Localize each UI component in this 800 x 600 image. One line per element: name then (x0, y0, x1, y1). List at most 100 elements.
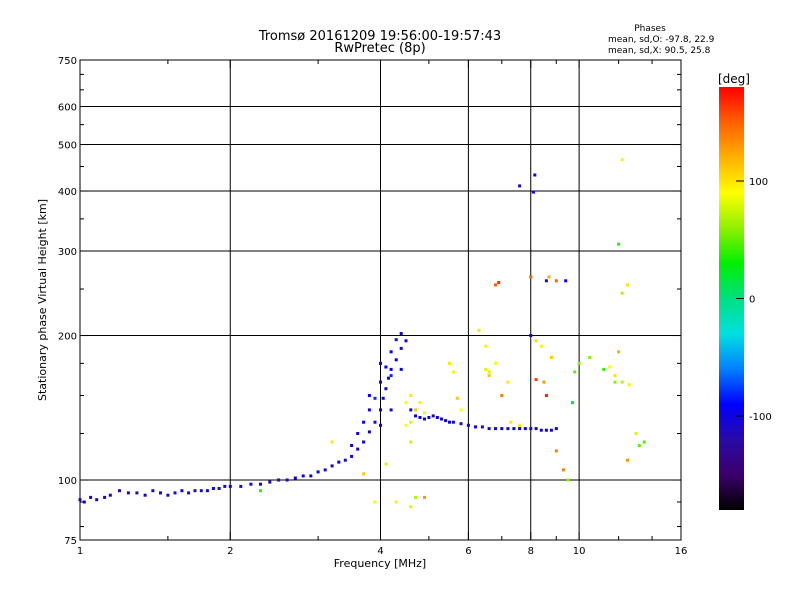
data-point (534, 378, 538, 381)
data-point (199, 489, 203, 493)
data-point (239, 484, 243, 488)
data-point (466, 423, 470, 427)
data-point (404, 401, 408, 405)
colorbar-tick-label: 0 (749, 295, 755, 306)
y-tick-label: 750 (58, 56, 77, 67)
data-point (78, 498, 82, 502)
data-point (217, 487, 221, 490)
data-point (409, 394, 413, 397)
data-point (427, 416, 431, 419)
data-point (518, 423, 522, 427)
stats-x-mode: mean, sd,X: 90.5, 25.8 (608, 46, 711, 56)
data-point (223, 484, 227, 488)
data-point (409, 505, 413, 509)
colorbar-tick-label: 100 (749, 177, 768, 188)
data-point (404, 423, 408, 427)
data-point (285, 478, 289, 482)
data-point (384, 462, 388, 466)
data-point (455, 396, 459, 400)
data-point (617, 242, 621, 246)
data-point (642, 440, 646, 444)
data-point (159, 491, 162, 495)
data-point (118, 489, 121, 493)
data-point (180, 489, 184, 493)
data-point (414, 408, 417, 412)
data-point (607, 365, 611, 369)
data-point (387, 376, 390, 380)
data-point (399, 346, 403, 350)
data-point (414, 495, 417, 499)
data-point (384, 387, 388, 391)
data-point (249, 482, 253, 486)
data-point (379, 408, 382, 412)
data-point (187, 491, 191, 495)
data-point (620, 291, 624, 295)
data-point (480, 425, 484, 429)
y-tick-labels: 75 100 200 300 400 500 600 750 (58, 56, 77, 547)
data-point (500, 394, 504, 397)
data-point (259, 482, 262, 486)
data-point (531, 190, 535, 194)
y-tick-label: 200 (58, 332, 77, 343)
data-point (494, 427, 497, 431)
y-tick-label: 300 (58, 247, 77, 258)
data-point (512, 427, 516, 431)
data-point (350, 444, 354, 447)
data-point (423, 417, 426, 421)
data-point (166, 493, 170, 497)
data-point (362, 420, 366, 424)
data-point (637, 444, 641, 447)
data-point (362, 472, 366, 476)
data-point (384, 365, 388, 369)
data-point (566, 478, 570, 482)
colorbar-tick-label: -100 (749, 412, 772, 423)
data-point (626, 283, 629, 287)
data-point (431, 414, 435, 418)
data-point (544, 279, 548, 283)
data-point (588, 356, 592, 359)
data-point (474, 425, 477, 429)
data-point (542, 380, 546, 384)
data-point (373, 420, 377, 424)
data-point (95, 498, 99, 502)
data-point (399, 332, 403, 335)
data-point (571, 401, 574, 405)
data-point (529, 427, 533, 431)
data-point (394, 358, 398, 362)
data-point (389, 374, 393, 378)
x-tick-label: 8 (528, 546, 534, 557)
data-point (330, 440, 334, 444)
data-point (484, 367, 488, 371)
data-point (561, 468, 565, 472)
data-point (626, 458, 629, 462)
data-point (539, 344, 543, 348)
data-point (509, 420, 513, 424)
data-point (379, 380, 382, 384)
x-tick-label: 16 (675, 546, 688, 557)
data-point (444, 419, 448, 423)
data-point (534, 427, 538, 431)
data-point (259, 489, 262, 493)
colorbar-ticks: 100 0 -100 (736, 177, 772, 423)
data-point (564, 279, 568, 283)
x-tick-label: 6 (465, 546, 471, 557)
data-point (367, 394, 371, 397)
gridlines (79, 59, 682, 541)
data-point (518, 184, 522, 188)
data-points (78, 158, 646, 509)
data-point (108, 493, 112, 497)
y-axis-label: Stationary phase Virtual Height [km] (36, 199, 49, 401)
data-point (277, 478, 281, 482)
data-point (228, 484, 232, 488)
data-point (549, 356, 553, 359)
data-point (448, 361, 451, 365)
y-tick-label: 600 (58, 103, 77, 114)
data-point (634, 432, 638, 435)
y-tick-label: 100 (58, 476, 77, 487)
data-point (394, 500, 398, 504)
data-point (309, 474, 313, 478)
stats-o-mode: mean, sd,O: -97.8, 22.9 (608, 35, 715, 45)
data-point (89, 495, 93, 499)
data-point (544, 394, 548, 397)
